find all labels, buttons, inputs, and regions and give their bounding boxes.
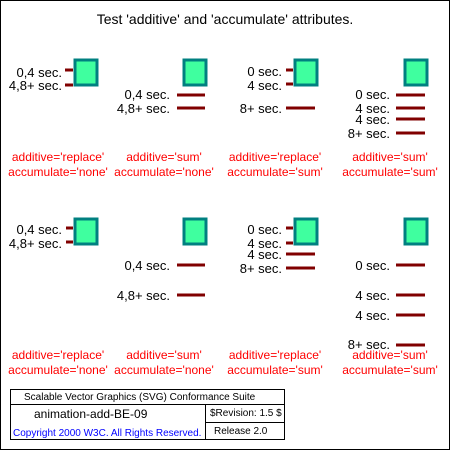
animated-box: [73, 58, 99, 87]
time-label: 4,8+ sec.: [117, 101, 170, 116]
additive-caption: additive='sum': [352, 150, 428, 164]
test-name: animation-add-BE-09: [34, 407, 148, 421]
cell-sum-sum-top: 0 sec. 4 sec. 4 sec. 8+ sec. additive='s…: [342, 58, 438, 179]
time-label: 8+ sec.: [240, 101, 282, 116]
accumulate-caption: accumulate='sum': [342, 363, 438, 377]
animated-box: [182, 58, 208, 87]
footer-frame: [10, 389, 285, 440]
accumulate-caption: accumulate='none': [114, 363, 214, 377]
time-label: 8+ sec.: [348, 126, 390, 141]
time-label: 4 sec.: [355, 308, 390, 323]
time-label: 4,8+ sec.: [9, 236, 62, 251]
page-title: Test 'additive' and 'accumulate' attribu…: [97, 11, 354, 27]
accumulate-caption: accumulate='sum': [227, 363, 323, 377]
release: Release 2.0: [214, 426, 268, 437]
time-label: 4,8+ sec.: [117, 288, 170, 303]
animated-box: [182, 217, 208, 246]
time-label: 8+ sec.: [348, 337, 390, 352]
time-label: 4 sec.: [355, 112, 390, 127]
cell-sum-none-bottom: 0,4 sec. 4,8+ sec. additive='sum' accumu…: [114, 217, 214, 377]
cell-replace-none-top: 0,4 sec. 4,8+ sec. additive='replace' ac…: [8, 58, 108, 179]
additive-caption: additive='replace': [12, 150, 104, 164]
time-label: 0 sec.: [355, 87, 390, 102]
cell-replace-none-bottom: 0,4 sec. 4,8+ sec. additive='replace' ac…: [8, 217, 108, 377]
additive-caption: additive='replace': [229, 150, 321, 164]
additive-caption: additive='sum': [126, 348, 202, 362]
revision: $Revision: 1.5 $: [210, 408, 282, 419]
time-label: 0 sec.: [247, 222, 282, 237]
time-label: 0,4 sec.: [124, 258, 170, 273]
additive-caption: additive='sum': [126, 150, 202, 164]
animated-box: [293, 217, 319, 246]
copyright: Copyright 2000 W3C. All Rights Reserved.: [13, 428, 201, 439]
time-label: 4 sec.: [355, 288, 390, 303]
time-label: 4 sec.: [247, 247, 282, 262]
animated-box: [403, 58, 429, 87]
accumulate-caption: accumulate='sum': [342, 165, 438, 179]
cell-replace-sum-top: 0 sec. 4 sec. 8+ sec. additive='replace'…: [227, 58, 323, 179]
additive-caption: additive='sum': [352, 348, 428, 362]
time-label: 4 sec.: [247, 78, 282, 93]
cell-replace-sum-bottom: 0 sec. 4 sec. 4 sec. 8+ sec. additive='r…: [227, 217, 323, 377]
suite-name: Scalable Vector Graphics (SVG) Conforman…: [24, 392, 256, 403]
time-label: 0,4 sec.: [16, 65, 62, 80]
time-label: 0 sec.: [355, 258, 390, 273]
additive-caption: additive='replace': [229, 348, 321, 362]
animated-box: [293, 58, 319, 87]
accumulate-caption: accumulate='sum': [227, 165, 323, 179]
animated-box: [403, 217, 429, 246]
cell-sum-sum-bottom: 0 sec. 4 sec. 4 sec. 8+ sec. additive='s…: [342, 217, 438, 377]
accumulate-caption: accumulate='none': [8, 363, 108, 377]
time-label: 4 sec.: [247, 236, 282, 251]
time-label: 4,8+ sec.: [9, 78, 62, 93]
cell-sum-none-top: 0,4 sec. 4,8+ sec. additive='sum' accumu…: [114, 58, 214, 179]
footer-panel: Scalable Vector Graphics (SVG) Conforman…: [10, 389, 285, 440]
time-label: 0 sec.: [247, 64, 282, 79]
time-label: 0,4 sec.: [16, 222, 62, 237]
time-label: 4 sec.: [355, 101, 390, 116]
time-label: 0,4 sec.: [124, 87, 170, 102]
animated-box: [73, 217, 99, 246]
accumulate-caption: accumulate='none': [114, 165, 214, 179]
additive-caption: additive='replace': [12, 348, 104, 362]
time-label: 8+ sec.: [240, 261, 282, 276]
accumulate-caption: accumulate='none': [8, 165, 108, 179]
